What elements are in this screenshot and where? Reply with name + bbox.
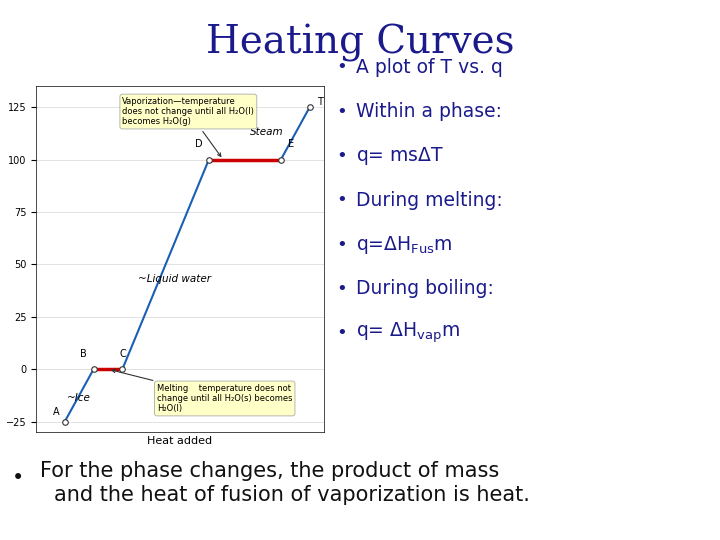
Text: D: D <box>195 139 202 149</box>
Text: q=$\Delta$H$_{\mathregular{Fus}}$m: q=$\Delta$H$_{\mathregular{Fus}}$m <box>356 234 453 255</box>
Text: During boiling:: During boiling: <box>356 279 494 299</box>
Text: •: • <box>337 324 347 342</box>
Text: •: • <box>337 147 347 165</box>
Text: •: • <box>337 235 347 254</box>
Text: Melting    temperature does not
change until all H₂O(s) becomes
H₂O(l): Melting temperature does not change unti… <box>112 369 292 414</box>
Text: B: B <box>80 349 87 359</box>
Text: During melting:: During melting: <box>356 191 503 210</box>
Text: T: T <box>317 97 323 107</box>
Text: Within a phase:: Within a phase: <box>356 102 503 122</box>
Text: and the heat of fusion of vaporization is heat.: and the heat of fusion of vaporization i… <box>54 485 530 505</box>
X-axis label: Heat added: Heat added <box>148 436 212 446</box>
Text: A: A <box>53 407 60 417</box>
Text: Vaporization—temperature
does not change until all H₂O(l)
becomes H₂O(g): Vaporization—temperature does not change… <box>122 97 254 157</box>
Text: E: E <box>288 139 294 149</box>
Text: •: • <box>337 58 347 77</box>
Text: ~Liquid water: ~Liquid water <box>138 274 211 284</box>
Text: q= ms$\Delta$T: q= ms$\Delta$T <box>356 145 444 167</box>
Text: A plot of T vs. q: A plot of T vs. q <box>356 58 503 77</box>
Text: •: • <box>12 468 24 488</box>
Text: Heating Curves: Heating Curves <box>206 24 514 62</box>
Text: •: • <box>337 280 347 298</box>
Text: Steam: Steam <box>250 127 283 138</box>
Text: •: • <box>337 103 347 121</box>
Y-axis label: Temperature (°C): Temperature (°C) <box>0 211 1 307</box>
Text: •: • <box>337 191 347 210</box>
Text: For the phase changes, the product of mass: For the phase changes, the product of ma… <box>40 461 499 481</box>
Text: q= $\Delta$H$_{\mathregular{vap}}$m: q= $\Delta$H$_{\mathregular{vap}}$m <box>356 321 461 346</box>
Text: C: C <box>119 349 126 359</box>
Text: ~Ice: ~Ice <box>67 394 91 403</box>
